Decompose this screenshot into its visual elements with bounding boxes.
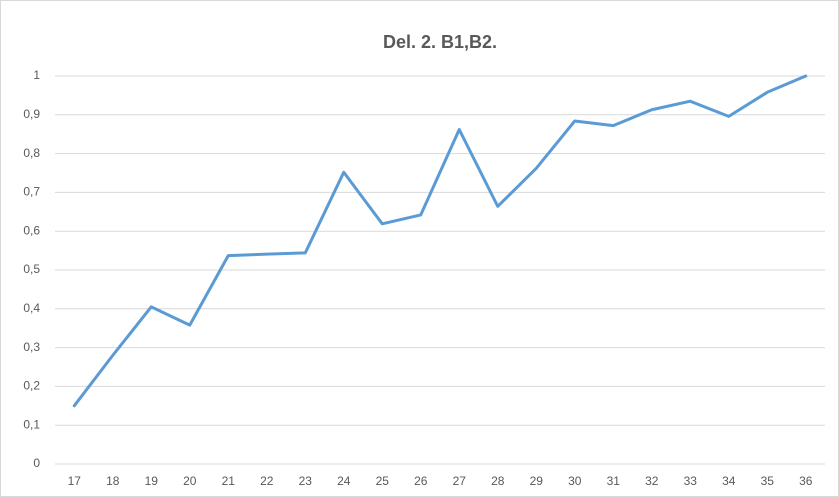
x-tick-label: 17 <box>68 474 82 488</box>
x-tick-label: 36 <box>799 474 813 488</box>
data-line <box>72 74 808 408</box>
y-tick-label: 0,4 <box>23 301 40 315</box>
y-tick-label: 0,3 <box>23 340 40 354</box>
x-tick-label: 19 <box>145 474 159 488</box>
y-tick-label: 0,8 <box>23 146 40 160</box>
y-tick-label: 0,1 <box>23 417 40 431</box>
x-tick-label: 34 <box>722 474 736 488</box>
x-tick-label: 22 <box>260 474 274 488</box>
y-tick-label: 0,2 <box>23 379 40 393</box>
x-tick-label: 25 <box>376 474 390 488</box>
y-tick-label: 0 <box>33 456 40 470</box>
y-tick-label: 0,6 <box>23 223 40 237</box>
y-tick-label: 0,5 <box>23 262 40 276</box>
y-tick-label: 0,9 <box>23 107 40 121</box>
x-tick-label: 21 <box>222 474 236 488</box>
x-tick-label: 35 <box>761 474 775 488</box>
x-tick-label: 20 <box>183 474 197 488</box>
x-tick-label: 32 <box>645 474 659 488</box>
x-tick-label: 18 <box>106 474 120 488</box>
x-tick-label: 31 <box>607 474 621 488</box>
chart-title: Del. 2. B1,B2. <box>383 32 497 52</box>
x-tick-label: 30 <box>568 474 582 488</box>
x-tick-label: 33 <box>684 474 698 488</box>
x-tick-label: 26 <box>414 474 428 488</box>
x-tick-label: 29 <box>530 474 544 488</box>
x-tick-label: 23 <box>299 474 313 488</box>
y-tick-label: 1 <box>33 68 40 82</box>
x-tick-label: 24 <box>337 474 351 488</box>
x-tick-label: 27 <box>453 474 467 488</box>
x-tick-label: 28 <box>491 474 505 488</box>
y-tick-label: 0,7 <box>23 185 40 199</box>
